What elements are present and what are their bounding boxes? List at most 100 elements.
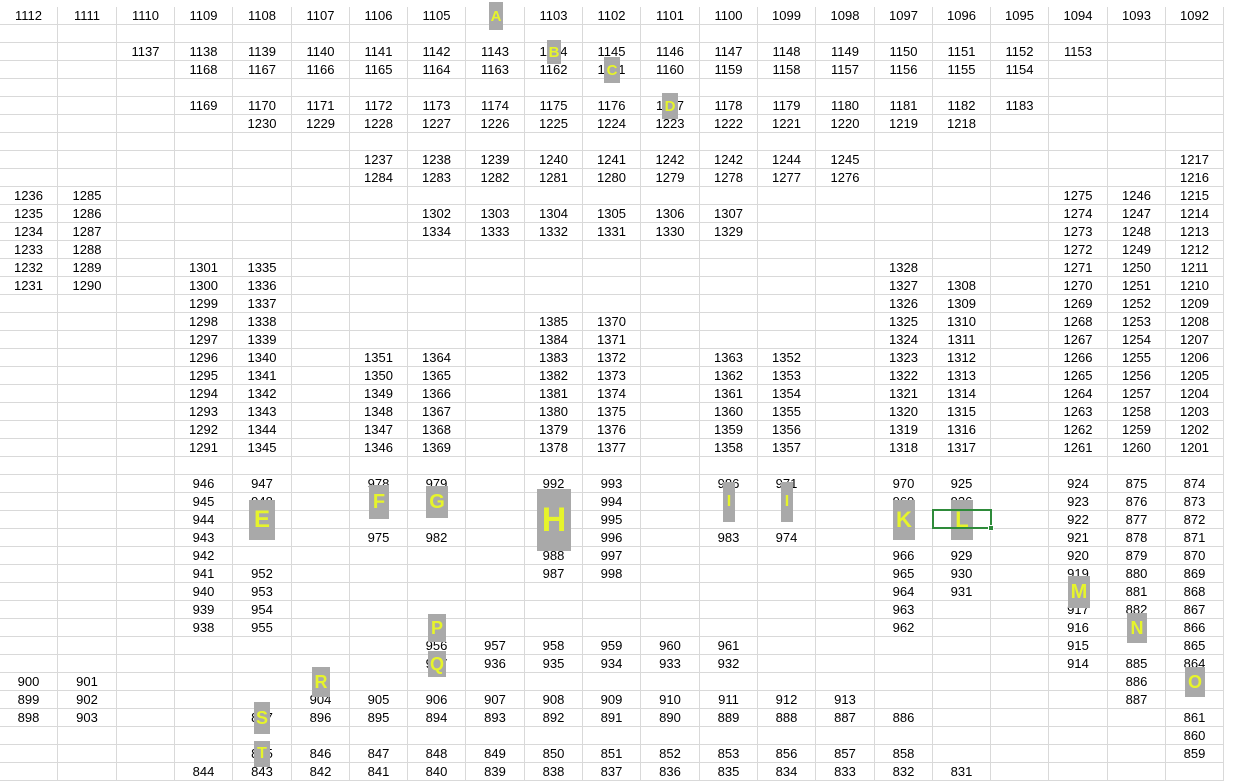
cell-r24-c13[interactable]: 1357 — [758, 439, 816, 457]
cell-r16-c8[interactable] — [466, 295, 525, 313]
cell-r9-c5[interactable] — [292, 169, 350, 187]
cell-r20-c8[interactable] — [466, 367, 525, 385]
cell-r1-c13[interactable] — [758, 25, 816, 43]
cell-r30-c0[interactable] — [0, 547, 58, 565]
cell-r10-c2[interactable] — [117, 187, 175, 205]
cell-r19-c4[interactable]: 1340 — [233, 349, 292, 367]
cell-r24-c16[interactable]: 1317 — [933, 439, 991, 457]
cell-r29-c5[interactable] — [292, 529, 350, 547]
cell-r28-c14[interactable] — [816, 511, 875, 529]
cell-r33-c4[interactable]: 954 — [233, 601, 292, 619]
cell-r21-c9[interactable]: 1381 — [525, 385, 583, 403]
cell-r42-c3[interactable]: 844 — [175, 763, 233, 781]
cell-r39-c10[interactable]: 891 — [583, 709, 641, 727]
cell-r10-c16[interactable] — [933, 187, 991, 205]
cell-r39-c16[interactable] — [933, 709, 991, 727]
cell-r33-c3[interactable]: 939 — [175, 601, 233, 619]
cell-r29-c12[interactable]: 983 — [700, 529, 758, 547]
cell-r6-c15[interactable]: 1219 — [875, 115, 933, 133]
cell-r7-c4[interactable] — [233, 133, 292, 151]
cell-r20-c18[interactable]: 1265 — [1049, 367, 1108, 385]
cell-r25-c7[interactable] — [408, 457, 466, 475]
cell-r2-c16[interactable]: 1151 — [933, 43, 991, 61]
cell-r4-c5[interactable] — [292, 79, 350, 97]
cell-r0-c20[interactable]: 1092 — [1166, 7, 1224, 25]
cell-r36-c16[interactable] — [933, 655, 991, 673]
cell-r6-c7[interactable]: 1227 — [408, 115, 466, 133]
cell-r13-c5[interactable] — [292, 241, 350, 259]
cell-r24-c18[interactable]: 1261 — [1049, 439, 1108, 457]
cell-r27-c19[interactable]: 876 — [1108, 493, 1166, 511]
cell-r10-c7[interactable] — [408, 187, 466, 205]
cell-r20-c15[interactable]: 1322 — [875, 367, 933, 385]
cell-r13-c7[interactable] — [408, 241, 466, 259]
cell-r33-c11[interactable] — [641, 601, 700, 619]
cell-r26-c20[interactable]: 874 — [1166, 475, 1224, 493]
cell-r14-c4[interactable]: 1335 — [233, 259, 292, 277]
cell-r30-c20[interactable]: 870 — [1166, 547, 1224, 565]
cell-r19-c3[interactable]: 1296 — [175, 349, 233, 367]
cell-r6-c13[interactable]: 1221 — [758, 115, 816, 133]
cell-r3-c18[interactable] — [1049, 61, 1108, 79]
cell-r1-c1[interactable] — [58, 25, 117, 43]
cell-r3-c11[interactable]: 1160 — [641, 61, 700, 79]
cell-r36-c0[interactable] — [0, 655, 58, 673]
cell-r24-c6[interactable]: 1346 — [350, 439, 408, 457]
cell-r17-c12[interactable] — [700, 313, 758, 331]
cell-r13-c12[interactable] — [700, 241, 758, 259]
cell-r7-c16[interactable] — [933, 133, 991, 151]
cell-r34-c12[interactable] — [700, 619, 758, 637]
cell-r11-c1[interactable]: 1286 — [58, 205, 117, 223]
cell-r3-c2[interactable] — [117, 61, 175, 79]
cell-r15-c6[interactable] — [350, 277, 408, 295]
cell-r4-c15[interactable] — [875, 79, 933, 97]
cell-r40-c2[interactable] — [117, 727, 175, 745]
cell-r32-c6[interactable] — [350, 583, 408, 601]
cell-r15-c9[interactable] — [525, 277, 583, 295]
cell-r40-c9[interactable] — [525, 727, 583, 745]
cell-r28-c2[interactable] — [117, 511, 175, 529]
cell-r5-c8[interactable]: 1174 — [466, 97, 525, 115]
cell-r29-c14[interactable] — [816, 529, 875, 547]
cell-r7-c20[interactable] — [1166, 133, 1224, 151]
cell-r8-c18[interactable] — [1049, 151, 1108, 169]
cell-r1-c12[interactable] — [700, 25, 758, 43]
cell-r39-c3[interactable] — [175, 709, 233, 727]
cell-r7-c0[interactable] — [0, 133, 58, 151]
cell-r39-c11[interactable]: 890 — [641, 709, 700, 727]
cell-r10-c10[interactable] — [583, 187, 641, 205]
cell-r19-c1[interactable] — [58, 349, 117, 367]
cell-r34-c17[interactable] — [991, 619, 1049, 637]
cell-r0-c4[interactable]: 1108 — [233, 7, 292, 25]
cell-r39-c18[interactable] — [1049, 709, 1108, 727]
cell-r33-c8[interactable] — [466, 601, 525, 619]
cell-r38-c19[interactable]: 887 — [1108, 691, 1166, 709]
cell-r1-c15[interactable] — [875, 25, 933, 43]
cell-r0-c7[interactable]: 1105 — [408, 7, 466, 25]
cell-r7-c1[interactable] — [58, 133, 117, 151]
cell-r26-c19[interactable]: 875 — [1108, 475, 1166, 493]
cell-r35-c10[interactable]: 959 — [583, 637, 641, 655]
cell-r29-c20[interactable]: 871 — [1166, 529, 1224, 547]
cell-r11-c7[interactable]: 1302 — [408, 205, 466, 223]
cell-r23-c10[interactable]: 1376 — [583, 421, 641, 439]
cell-r33-c1[interactable] — [58, 601, 117, 619]
cell-r12-c5[interactable] — [292, 223, 350, 241]
cell-r37-c18[interactable] — [1049, 673, 1108, 691]
cell-r31-c19[interactable]: 880 — [1108, 565, 1166, 583]
cell-r22-c4[interactable]: 1343 — [233, 403, 292, 421]
cell-r12-c11[interactable]: 1330 — [641, 223, 700, 241]
cell-r30-c1[interactable] — [58, 547, 117, 565]
cell-r17-c20[interactable]: 1208 — [1166, 313, 1224, 331]
cell-r8-c9[interactable]: 1240 — [525, 151, 583, 169]
cell-r31-c1[interactable] — [58, 565, 117, 583]
cell-r13-c9[interactable] — [525, 241, 583, 259]
cell-r37-c19[interactable]: 886 — [1108, 673, 1166, 691]
cell-r7-c3[interactable] — [175, 133, 233, 151]
cell-r19-c20[interactable]: 1206 — [1166, 349, 1224, 367]
cell-r23-c18[interactable]: 1262 — [1049, 421, 1108, 439]
cell-r28-c7[interactable] — [408, 511, 466, 529]
cell-r22-c6[interactable]: 1348 — [350, 403, 408, 421]
cell-r13-c6[interactable] — [350, 241, 408, 259]
cell-r4-c1[interactable] — [58, 79, 117, 97]
